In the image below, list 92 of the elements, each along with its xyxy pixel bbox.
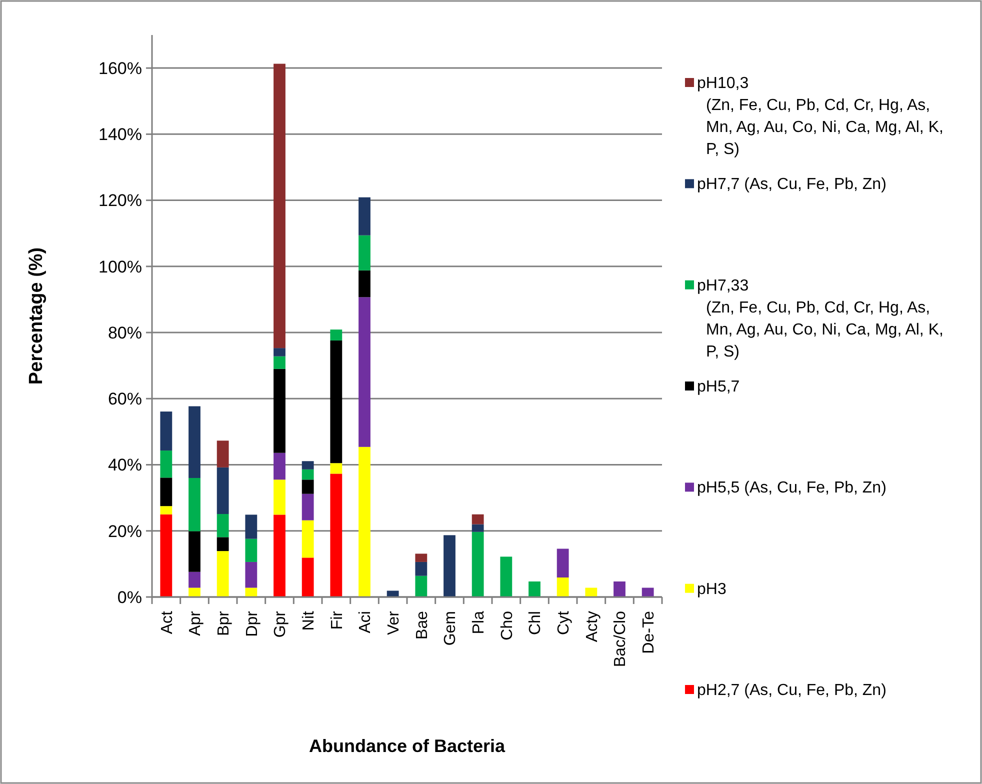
y-axis-title: Percentage (%) bbox=[26, 247, 47, 385]
bar bbox=[302, 558, 314, 597]
bar bbox=[216, 467, 229, 514]
bar bbox=[415, 554, 428, 562]
bar bbox=[160, 478, 172, 506]
bar bbox=[358, 297, 370, 447]
legend-label: pH7,7 (As, Cu, Fe, Pb, Zn) bbox=[697, 176, 886, 194]
bar bbox=[274, 452, 286, 480]
bar bbox=[472, 514, 484, 524]
bar bbox=[160, 506, 172, 514]
bar bbox=[188, 572, 200, 588]
x-tick-label: Cho bbox=[498, 610, 516, 640]
bar bbox=[245, 514, 258, 539]
bar bbox=[160, 412, 172, 451]
x-tick-label: Ver bbox=[385, 610, 402, 636]
x-tick-label: Bae bbox=[414, 610, 431, 640]
bar bbox=[444, 535, 456, 597]
bar bbox=[472, 532, 484, 597]
y-tick-label: 80% bbox=[108, 323, 142, 342]
bar bbox=[302, 494, 314, 520]
x-tick-label: Gem bbox=[442, 611, 460, 646]
bar bbox=[302, 461, 314, 470]
bar bbox=[274, 480, 286, 515]
x-tick-label: Nit bbox=[300, 610, 318, 631]
bar bbox=[358, 235, 370, 270]
bar bbox=[556, 577, 569, 597]
x-tick-label: Gpr bbox=[272, 610, 290, 638]
x-tick-label: Aci bbox=[357, 611, 374, 634]
bar bbox=[528, 581, 540, 597]
bar bbox=[188, 531, 200, 572]
x-tick-label: Bpr bbox=[215, 610, 232, 636]
x-axis-title: Abundance of Bacteria bbox=[308, 736, 506, 756]
legend-label: pH7,33 (Zn, Fe, Cu, Pb, Cd, Cr, Hg, As, Mn, Ag, Au, Co, Ni, Ca, Mg, Al, K, P, S) bbox=[697, 277, 944, 360]
x-tick-label: Chl bbox=[527, 611, 544, 636]
bar bbox=[245, 562, 258, 588]
x-tick-label: Fir bbox=[328, 610, 346, 630]
x-tick-label: Apr bbox=[187, 610, 204, 636]
bar bbox=[415, 562, 428, 576]
bar bbox=[386, 590, 399, 597]
bar bbox=[302, 480, 314, 494]
legend-label: pH5,5 (As, Cu, Fe, Pb, Zn) bbox=[697, 480, 886, 497]
x-tick-label: Cyt bbox=[555, 610, 572, 635]
bar bbox=[585, 588, 598, 597]
bar bbox=[216, 537, 229, 552]
bar bbox=[500, 556, 512, 597]
bar bbox=[245, 538, 258, 562]
bar bbox=[160, 450, 172, 478]
bar bbox=[415, 576, 428, 597]
y-tick-label: 160% bbox=[98, 59, 142, 78]
bar bbox=[614, 581, 626, 597]
bar bbox=[274, 368, 286, 453]
legend-label: pH5,7 bbox=[697, 378, 740, 396]
bar bbox=[358, 446, 370, 597]
bar bbox=[216, 514, 229, 538]
bar bbox=[642, 588, 654, 597]
bar bbox=[330, 340, 342, 464]
bar bbox=[330, 330, 342, 340]
y-tick-label: 120% bbox=[98, 191, 142, 210]
bar bbox=[216, 551, 229, 597]
x-tick-label: Pla bbox=[470, 610, 488, 634]
y-tick-label: 60% bbox=[108, 390, 142, 409]
bar bbox=[274, 356, 286, 369]
bar bbox=[188, 588, 200, 597]
y-tick-label: 20% bbox=[108, 522, 142, 541]
bar bbox=[274, 348, 286, 356]
bar bbox=[302, 469, 314, 480]
bar bbox=[188, 406, 200, 478]
bar bbox=[160, 514, 172, 597]
bar bbox=[302, 520, 314, 558]
legend-label: pH3 bbox=[697, 580, 726, 598]
bar bbox=[330, 474, 342, 597]
y-tick-label: 100% bbox=[98, 257, 142, 276]
x-tick-label: Bac/Clo bbox=[612, 610, 630, 668]
bar bbox=[358, 270, 370, 298]
bar bbox=[188, 478, 200, 532]
y-tick-label: 140% bbox=[98, 125, 142, 144]
bar bbox=[472, 524, 484, 532]
y-tick-label: 40% bbox=[108, 456, 142, 475]
x-tick-label: Dpr bbox=[244, 610, 261, 637]
x-tick-label: De-Te bbox=[640, 610, 658, 654]
bar bbox=[330, 463, 342, 474]
x-tick-label: Acty bbox=[584, 611, 601, 642]
y-tick-label: 0% bbox=[117, 588, 142, 607]
bar bbox=[245, 588, 258, 597]
x-tick-label: Act bbox=[158, 610, 176, 634]
bar bbox=[556, 548, 569, 578]
bar bbox=[358, 197, 370, 236]
legend-label: pH10,3 (Zn, Fe, Cu, Pb, Cd, Cr, Hg, As, Mn, Ag, Au, Co, Ni, Ca, Mg, Al, K, P, S) bbox=[697, 75, 944, 158]
bar bbox=[216, 440, 229, 468]
legend-label: pH2,7 (As, Cu, Fe, Pb, Zn) bbox=[697, 682, 886, 699]
bar bbox=[274, 64, 286, 348]
bar bbox=[274, 514, 286, 597]
